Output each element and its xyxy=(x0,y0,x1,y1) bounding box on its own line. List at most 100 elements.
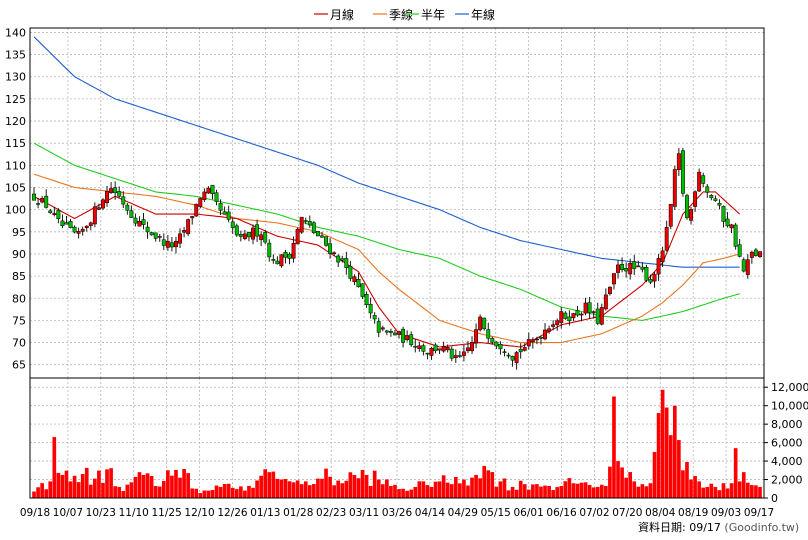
candle-body xyxy=(251,227,255,240)
candle-body xyxy=(52,213,57,216)
volume-bar xyxy=(575,483,580,498)
volume-bar xyxy=(93,478,97,498)
volume-bar xyxy=(291,482,296,498)
volume-bar xyxy=(174,469,178,498)
candlesticks xyxy=(32,147,762,370)
candle-body xyxy=(356,279,361,288)
volume-bar xyxy=(697,481,701,498)
volume-bar xyxy=(453,477,458,498)
volume-bar xyxy=(170,475,174,498)
volume-bar xyxy=(247,485,251,498)
candle-body xyxy=(324,236,328,246)
volume-bar xyxy=(251,487,255,498)
volume-bar xyxy=(563,481,568,498)
volume-bar xyxy=(385,479,389,498)
price-tick-label: 70 xyxy=(12,337,26,350)
x-axis: 09/18 10/07 10/23 11/10 11/25 12/10 12/26 01/13… xyxy=(20,507,774,519)
volume-bar xyxy=(474,474,478,498)
candle-body xyxy=(384,330,389,333)
price-tick-label: 130 xyxy=(5,71,26,84)
x-tick-label: 01/28 xyxy=(283,507,313,519)
volume-bar xyxy=(498,481,503,498)
candle-body xyxy=(753,249,758,256)
volume-bar xyxy=(510,486,515,498)
volume-bar xyxy=(729,483,734,498)
volume-y-axis: 0 2,000 4,000 6,000 8,000 10,000 12,000 xyxy=(764,381,808,505)
volume-bar xyxy=(190,488,195,498)
volume-bar xyxy=(320,478,324,498)
volume-bar xyxy=(478,478,482,498)
candle-body xyxy=(591,311,596,313)
volume-bar xyxy=(121,490,126,498)
volume-bar xyxy=(32,491,36,498)
volume-bar xyxy=(226,483,231,498)
volume-bar xyxy=(348,472,353,498)
volume-tick-label: 10,000 xyxy=(771,400,808,413)
candle-body xyxy=(466,347,470,352)
candle-body xyxy=(579,313,584,316)
candle-body xyxy=(194,203,199,217)
candle-body xyxy=(514,352,519,364)
volume-bar xyxy=(222,484,227,498)
x-tick-label: 01/13 xyxy=(250,507,280,519)
candle-body xyxy=(226,211,231,220)
candle-body xyxy=(758,251,762,258)
candle-body xyxy=(141,219,146,225)
price-tick-label: 95 xyxy=(12,226,26,239)
volume-bar xyxy=(137,472,142,498)
candle-body xyxy=(709,195,714,199)
volume-bar xyxy=(425,485,430,498)
candle-body xyxy=(352,276,357,282)
candle-body xyxy=(271,259,276,261)
volume-bar xyxy=(750,485,754,498)
legend-label-month: 月線 xyxy=(330,7,354,22)
x-tick-label: 09/18 xyxy=(20,507,50,519)
x-tick-label: 06/01 xyxy=(514,507,544,519)
volume-bar xyxy=(502,478,507,498)
candle-body xyxy=(632,261,637,269)
volume-bar xyxy=(72,475,77,498)
candle-body xyxy=(149,232,154,236)
volume-bar xyxy=(587,484,592,498)
volume-bar xyxy=(470,477,474,498)
candle-body xyxy=(364,294,369,306)
volume-bar xyxy=(445,482,450,498)
candle-body xyxy=(72,226,77,233)
x-tick-label: 02/23 xyxy=(316,507,346,519)
volume-bar xyxy=(312,483,316,498)
volume-bar xyxy=(234,489,239,498)
volume-bar xyxy=(97,470,101,498)
volume-bar xyxy=(640,484,645,498)
volume-bar xyxy=(693,476,697,498)
volume-tick-label: 8,000 xyxy=(771,418,803,431)
candle-body xyxy=(721,206,726,222)
candle-body xyxy=(474,329,479,344)
volume-bar xyxy=(437,481,442,498)
volume-bar xyxy=(332,485,336,498)
candle-body xyxy=(522,347,527,351)
volume-bar xyxy=(68,481,73,498)
candle-body xyxy=(498,343,503,350)
candle-body xyxy=(620,264,625,271)
candle-body xyxy=(705,186,710,193)
candle-body xyxy=(84,225,89,228)
volume-bar xyxy=(701,487,706,498)
volume-bar xyxy=(214,485,219,498)
candle-body xyxy=(482,317,487,329)
candle-body xyxy=(680,150,685,194)
candle-body xyxy=(551,324,556,327)
candle-body xyxy=(595,308,600,324)
volume-bar xyxy=(579,482,584,498)
legend-label-quarter: 季線 xyxy=(389,7,413,22)
volume-bar xyxy=(559,486,564,498)
candle-body xyxy=(543,329,547,340)
candle-body xyxy=(153,232,158,239)
volume-bar xyxy=(486,470,491,498)
volume-bar xyxy=(409,489,414,498)
moving-average-lines xyxy=(33,36,741,348)
candle-body xyxy=(567,316,572,322)
candle-body xyxy=(113,187,118,194)
volume-bar xyxy=(336,480,341,498)
candle-body xyxy=(117,191,122,197)
candle-body xyxy=(295,228,300,245)
